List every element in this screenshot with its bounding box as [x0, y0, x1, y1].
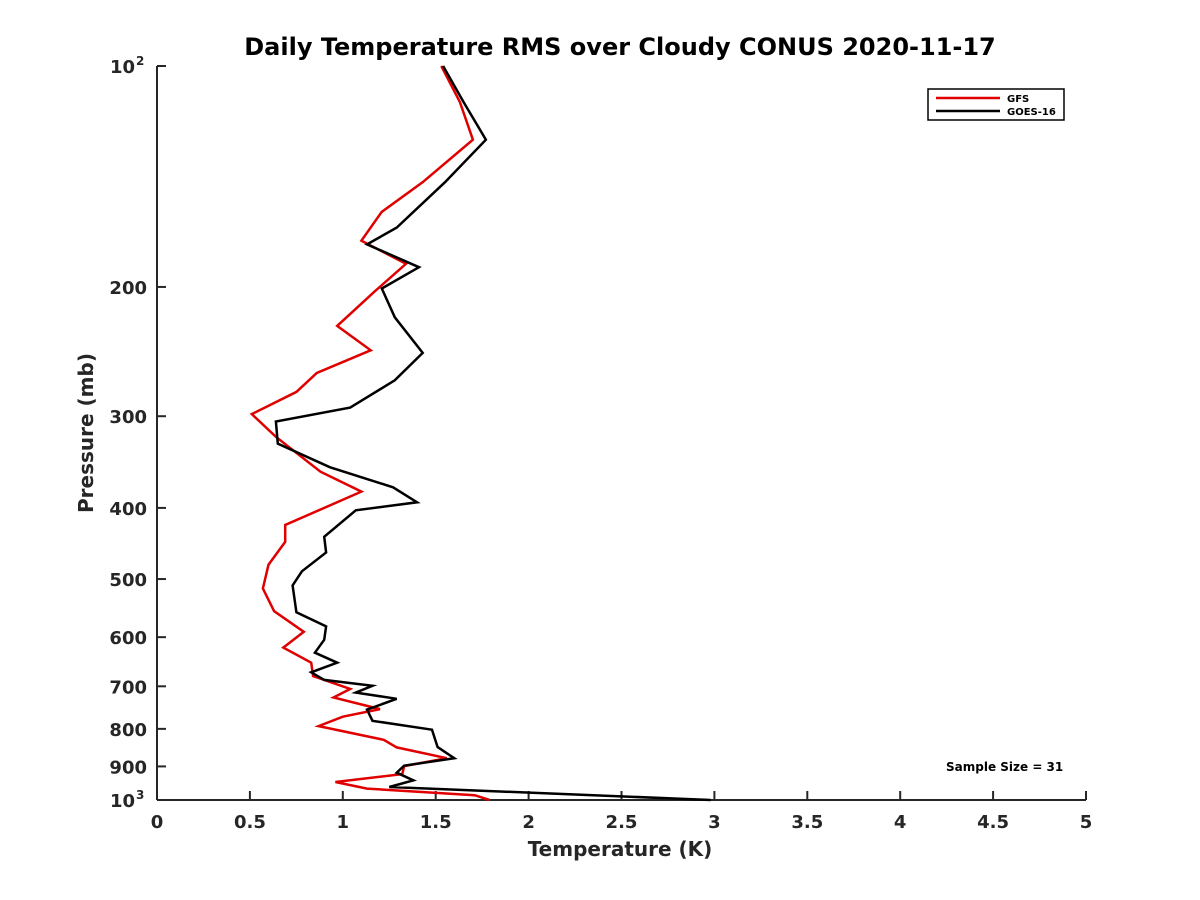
x-tick-label: 5 [1080, 812, 1093, 833]
x-axis-label: Temperature (K) [528, 837, 713, 861]
y-tick-label: 600 [109, 628, 147, 649]
chart-title: Daily Temperature RMS over Cloudy CONUS … [244, 33, 996, 61]
x-tick-label: 4 [894, 812, 907, 833]
y-tick-exponent: 3 [136, 788, 144, 802]
sample-size-annotation: Sample Size = 31 [946, 760, 1063, 774]
y-tick-label: 10 [110, 57, 135, 78]
legend-label-goes16: GOES-16 [1007, 107, 1056, 118]
x-tick-label: 1 [337, 812, 350, 833]
legend: GFS GOES-16 [927, 88, 1065, 121]
x-tick-label: 3.5 [791, 812, 823, 833]
y-axis-label: Pressure (mb) [74, 353, 98, 513]
x-axis-ticks: 0 0.5 1 1.5 2 2.5 3 3.5 4 4.5 5 [151, 791, 1093, 833]
x-tick-label: 2.5 [606, 812, 638, 833]
x-tick-label: 1.5 [420, 812, 452, 833]
x-tick-label: 0 [151, 812, 164, 833]
y-tick-label: 400 [109, 499, 147, 520]
x-tick-label: 0.5 [234, 812, 266, 833]
series-line-gfs [249, 65, 490, 802]
y-tick-label: 700 [109, 677, 147, 698]
y-tick-exponent: 2 [136, 54, 144, 68]
legend-label-gfs: GFS [1007, 94, 1029, 105]
plot-area [156, 66, 1086, 801]
y-tick-label: 300 [109, 407, 147, 428]
x-tick-label: 3 [708, 812, 721, 833]
y-tick-label: 200 [109, 278, 147, 299]
x-tick-label: 2 [522, 812, 535, 833]
y-tick-label: 500 [109, 570, 147, 591]
series-layer [249, 65, 711, 802]
y-tick-label: 10 [110, 791, 135, 812]
legend-box [927, 88, 1065, 121]
x-tick-label: 4.5 [977, 812, 1009, 833]
series-line-goes16 [274, 65, 711, 802]
y-tick-label: 800 [109, 720, 147, 741]
y-tick-label: 900 [109, 757, 147, 778]
